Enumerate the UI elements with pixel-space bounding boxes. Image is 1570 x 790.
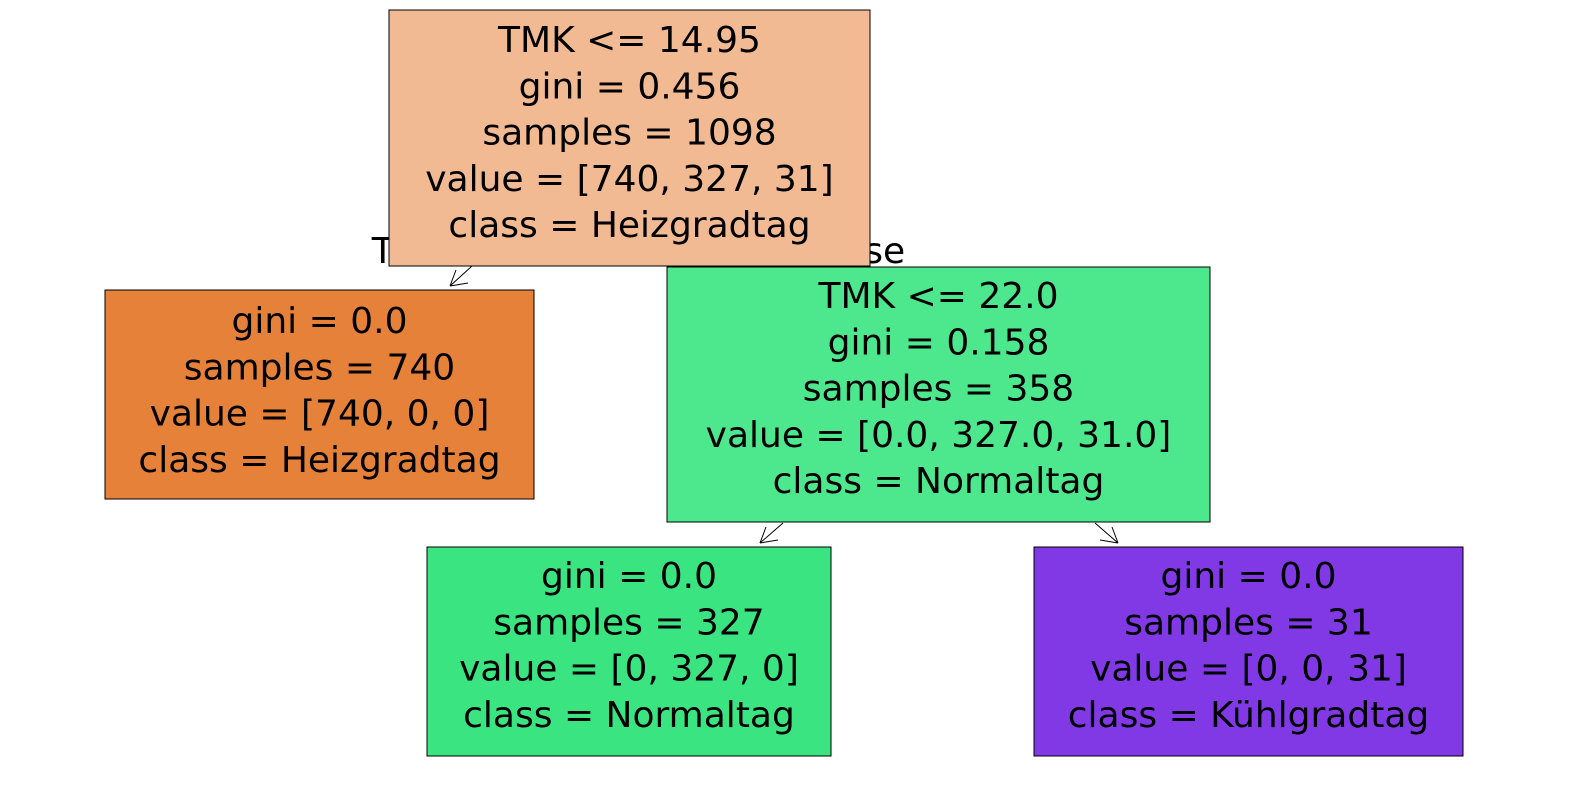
tree-node: gini = 0.0 samples = 740 value = [740, 0, …: [104, 289, 535, 500]
tree-node: TMK <= 22.0 gini = 0.158 samples = 358 valu…: [666, 266, 1211, 523]
node-text: class = Kühlgradtag: [1068, 695, 1429, 736]
node-text: class = Normaltag: [463, 695, 795, 736]
edge-arrow: [449, 265, 473, 287]
node-text: samples = 1098: [482, 113, 776, 154]
node-box: [426, 546, 832, 757]
node-text: gini = 0.456: [519, 66, 741, 107]
node-text: TMK <= 22.0: [817, 276, 1058, 317]
node-text: class = Heizgradtag: [448, 205, 810, 246]
edge-arrow: [759, 522, 784, 544]
edges: [449, 265, 1119, 544]
node-text: TMK <= 14.95: [497, 20, 761, 61]
node-box: [388, 9, 871, 267]
node-text: samples = 327: [493, 602, 764, 643]
node-text: gini = 0.158: [828, 322, 1050, 363]
node-text: value = [0, 0, 31]: [1090, 649, 1407, 690]
node-text: class = Heizgradtag: [138, 440, 500, 481]
node-text: value = [0, 327, 0]: [459, 649, 799, 690]
tree-node: gini = 0.0 samples = 327 value = [0, 327, …: [426, 546, 832, 757]
tree-node: gini = 0.0 samples = 31 value = [0, 0, 31]…: [1033, 546, 1464, 757]
node-text: samples = 740: [184, 347, 455, 388]
node-text: gini = 0.0: [232, 301, 408, 342]
node-text: samples = 358: [803, 369, 1074, 410]
node-box: [666, 266, 1211, 523]
tree-node: TMK <= 14.95 gini = 0.456 samples = 1098 va…: [388, 9, 871, 267]
node-text: gini = 0.0: [541, 556, 717, 597]
node-text: value = [740, 0, 0]: [150, 394, 490, 435]
node-text: value = [740, 327, 31]: [425, 159, 833, 200]
node-text: gini = 0.0: [1161, 556, 1337, 597]
node-box: [104, 289, 535, 500]
node-box: [1033, 546, 1464, 757]
node-text: class = Normaltag: [773, 461, 1105, 502]
edge-arrow: [1094, 522, 1119, 544]
node-text: samples = 31: [1124, 602, 1373, 643]
node-text: value = [0.0, 327.0, 31.0]: [706, 415, 1172, 456]
nodes: TMK <= 14.95 gini = 0.456 samples = 1098 va…: [104, 9, 1464, 757]
